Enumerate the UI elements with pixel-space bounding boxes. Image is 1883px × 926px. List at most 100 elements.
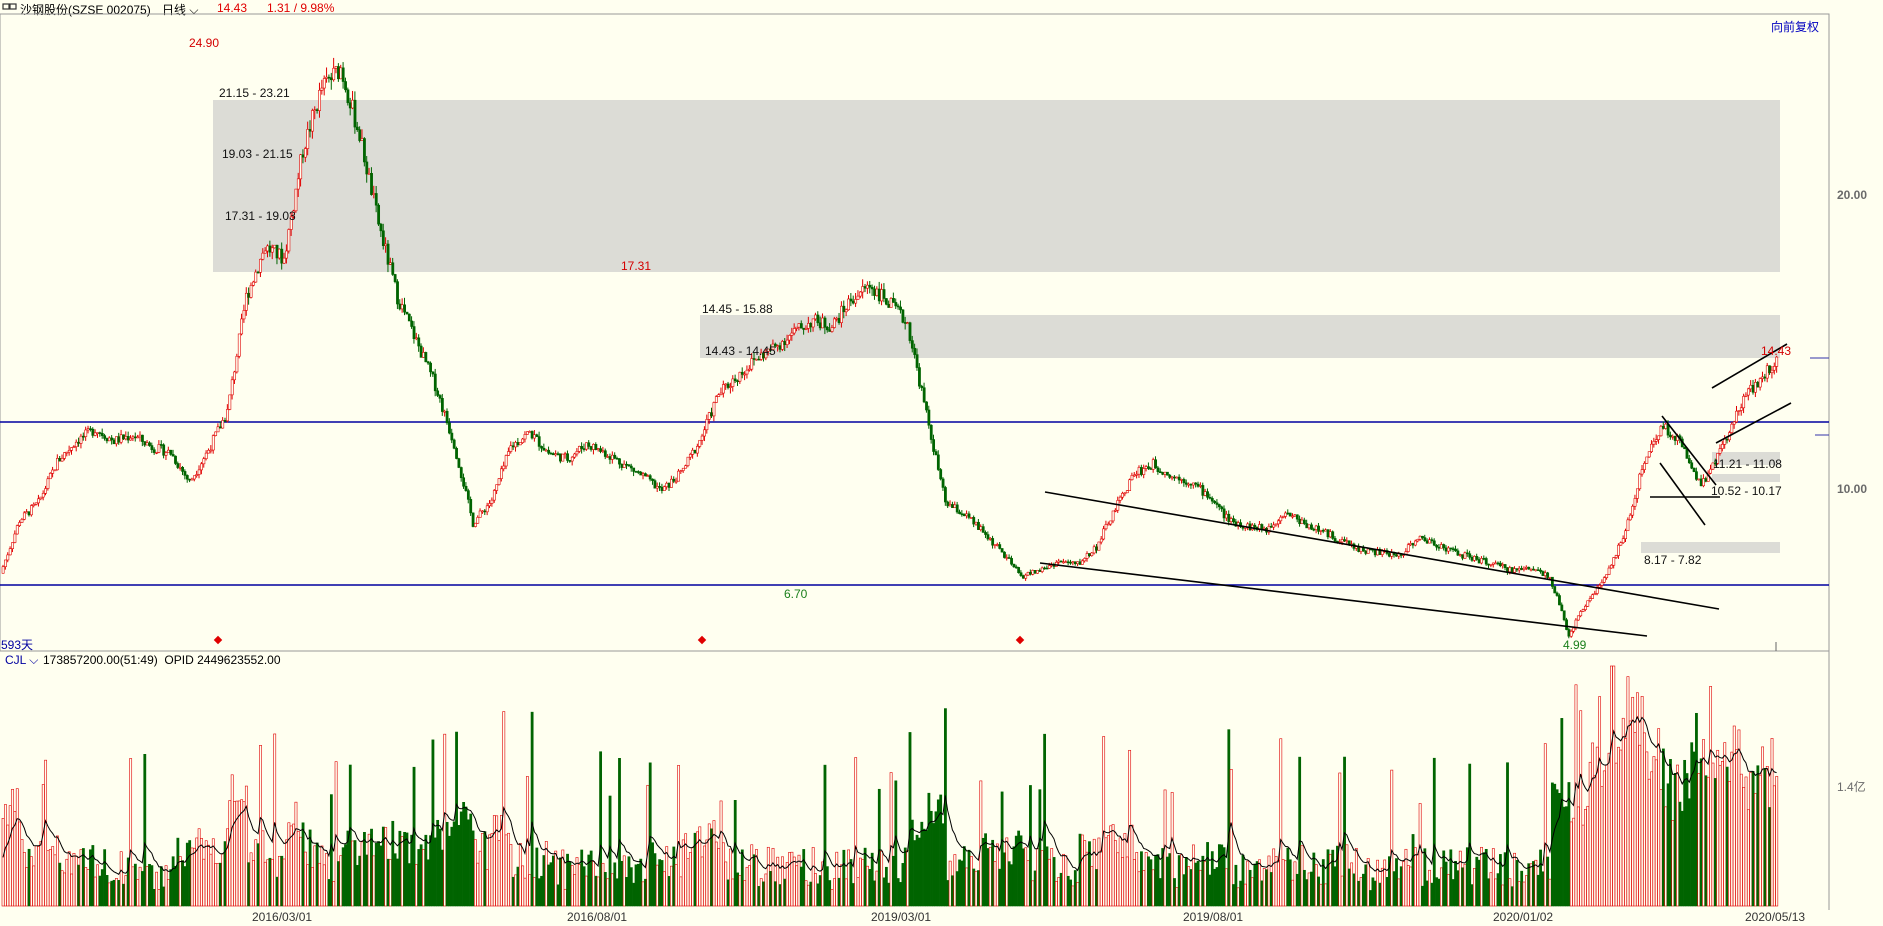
candle-body: [1751, 384, 1755, 393]
volume-bar: [1187, 866, 1191, 907]
candle-body: [644, 473, 647, 477]
candle-body: [778, 345, 782, 350]
volume-bar: [1269, 872, 1273, 907]
volume-bar: [1652, 756, 1656, 907]
volume-bar: [1600, 786, 1604, 907]
candle-body: [1659, 425, 1663, 437]
candle-body: [1650, 443, 1653, 452]
candle-body: [353, 99, 357, 128]
candle-body: [563, 453, 567, 455]
candle-body: [1732, 421, 1736, 425]
candle-body: [1128, 479, 1132, 491]
volume-bar: [977, 870, 980, 907]
candle-body: [1130, 475, 1134, 481]
volume-bar: [1602, 770, 1606, 907]
candle-body: [162, 444, 166, 456]
volume-bar: [1742, 786, 1746, 907]
volume-bar: [308, 829, 312, 907]
candle-body: [275, 244, 279, 259]
volume-bar: [1473, 868, 1476, 907]
candle-body: [1203, 491, 1207, 496]
volume-bar: [1156, 854, 1160, 907]
volume-bar: [1569, 821, 1573, 907]
volume-bar: [781, 856, 784, 907]
link-icon[interactable]: [2, 1, 18, 16]
candle-body: [1144, 466, 1148, 469]
volume-bar: [1657, 728, 1661, 907]
volume-bar: [188, 840, 192, 907]
volume-bar: [25, 867, 29, 907]
candle-body: [403, 304, 406, 313]
volume-bar: [70, 873, 73, 907]
candle-body: [887, 304, 891, 308]
volume-bar: [580, 849, 584, 907]
candle-body: [112, 439, 116, 445]
volume-bar: [202, 858, 206, 907]
volume-bar: [44, 759, 48, 907]
candle-body: [65, 451, 69, 454]
x-tick: 2019/03/01: [871, 910, 932, 924]
volume-bar: [301, 822, 305, 907]
volume-bar: [825, 866, 829, 907]
candle-body: [138, 434, 142, 438]
candle-body: [681, 467, 685, 471]
volume-bar: [1326, 849, 1330, 907]
candle-body: [419, 345, 423, 358]
candle-body: [892, 298, 895, 303]
candle-body: [1548, 576, 1552, 579]
rising-channel-upper: [1711, 343, 1788, 389]
volume-bar: [30, 856, 33, 907]
candle-body: [1687, 458, 1691, 464]
candle-body: [776, 345, 780, 347]
candle-body: [537, 436, 541, 447]
volume-bar: [729, 848, 732, 907]
candle-body: [188, 478, 192, 481]
candle-body: [1739, 407, 1743, 411]
volume-bar: [457, 825, 461, 907]
volume-bar: [927, 792, 931, 907]
volume-bar: [1359, 877, 1363, 907]
volume-bar: [1413, 847, 1417, 907]
volume-bar: [1050, 848, 1054, 907]
volume-bar: [731, 878, 735, 907]
candle-body: [1565, 619, 1568, 630]
volume-bar: [932, 823, 936, 907]
candle-body: [1215, 502, 1219, 505]
volume-bar: [60, 870, 64, 907]
volume-bar: [1439, 867, 1443, 907]
volume-bar: [984, 833, 987, 907]
days-label: 593天: [1, 638, 34, 652]
candle-body: [705, 419, 709, 431]
candle-body: [880, 289, 884, 302]
candle-body: [658, 486, 662, 488]
candle-body: [589, 446, 593, 450]
candle-body: [835, 317, 839, 320]
volume-bar: [242, 801, 246, 907]
volume-bar: [341, 847, 345, 907]
candle-body: [901, 309, 905, 323]
volume-bar: [1364, 864, 1368, 907]
volume-bar: [1442, 850, 1446, 907]
volume-bar: [1340, 875, 1344, 907]
volume-bar: [1579, 710, 1583, 907]
volume-bar: [410, 834, 414, 907]
candle-body: [764, 350, 768, 359]
adjust-button[interactable]: 向前复权: [1771, 20, 1820, 34]
volume-bar: [230, 774, 234, 907]
candle-body: [1513, 568, 1516, 573]
indicator-select[interactable]: CJL ⌵: [5, 653, 38, 668]
volume-bar: [1541, 871, 1545, 907]
volume-bar: [1699, 758, 1703, 907]
volume-bar: [292, 823, 295, 907]
candle-body: [944, 487, 947, 503]
candle-body: [488, 503, 492, 507]
candle-body: [842, 305, 846, 313]
volume-bar: [828, 880, 832, 907]
candle-body: [318, 89, 321, 111]
volume-bar: [1749, 772, 1753, 907]
volume-bar: [1704, 775, 1708, 907]
volume-bar: [790, 851, 794, 907]
candle-body: [440, 398, 444, 412]
candle-body: [1775, 356, 1779, 367]
volume-bar: [1217, 844, 1221, 907]
